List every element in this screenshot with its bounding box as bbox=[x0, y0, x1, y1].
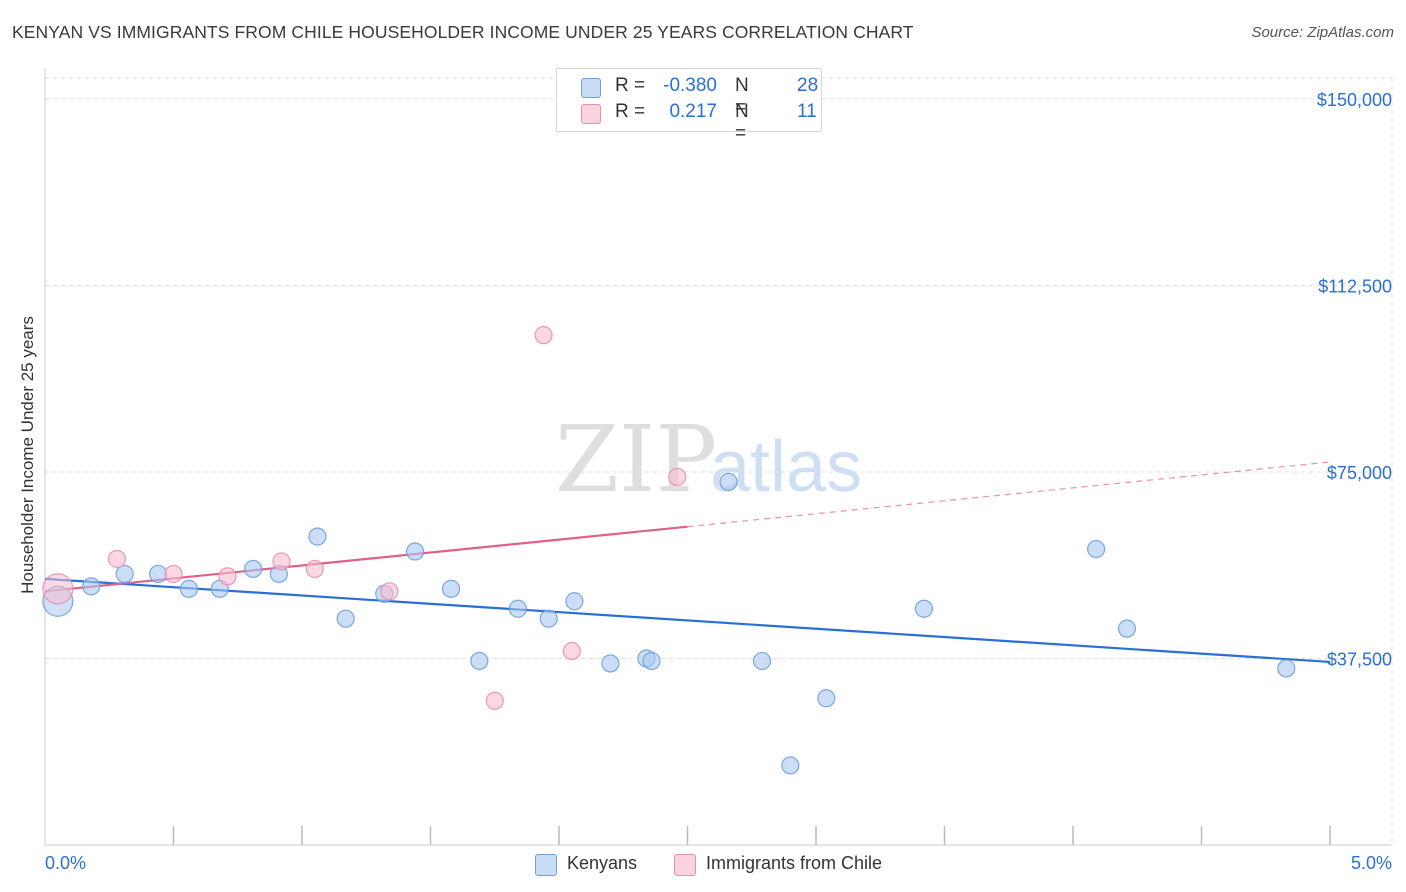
y-tick-label: $150,000 bbox=[1317, 90, 1392, 110]
point-kenyans bbox=[470, 651, 489, 671]
point-kenyans bbox=[148, 564, 168, 584]
point-kenyans bbox=[817, 689, 836, 708]
point-kenyans bbox=[336, 609, 355, 628]
point-chile bbox=[668, 467, 687, 487]
point-chile bbox=[42, 573, 74, 605]
legend-label-chile: Immigrants from Chile bbox=[706, 853, 883, 873]
point-kenyans bbox=[1117, 619, 1137, 638]
watermark-zip: ZIP bbox=[555, 406, 717, 513]
point-kenyans bbox=[179, 579, 199, 598]
legend-label-kenyans: Kenyans bbox=[567, 853, 638, 873]
x-tick-label: 5.0% bbox=[1351, 853, 1392, 873]
legend-swatch-chile bbox=[581, 104, 601, 124]
point-chile bbox=[107, 549, 127, 569]
watermark: ZIP atlas bbox=[555, 406, 862, 513]
legend-r-label: R = bbox=[615, 75, 646, 96]
legend-swatch-kenyans bbox=[581, 78, 601, 98]
point-kenyans bbox=[539, 609, 558, 628]
trend-line-1 bbox=[44, 525, 688, 593]
legend-swatch-chile bbox=[674, 854, 696, 876]
point-kenyans bbox=[752, 651, 772, 671]
point-chile bbox=[534, 326, 553, 345]
point-kenyans bbox=[405, 542, 425, 561]
point-kenyans bbox=[244, 559, 263, 579]
trend-line-0 bbox=[44, 577, 1331, 664]
point-chile bbox=[305, 559, 324, 579]
tick-labels: $150,000 $112,500 $75,000 $37,500 0.0% 5.0% bbox=[45, 90, 1392, 873]
point-kenyans bbox=[565, 592, 584, 611]
legend-r-value: -0.380 bbox=[663, 75, 717, 96]
point-kenyans bbox=[914, 599, 934, 618]
point-kenyans bbox=[601, 654, 620, 673]
axes bbox=[44, 68, 1393, 846]
source-note: Source: ZipAtlas.com bbox=[1251, 24, 1394, 41]
y-tick-label: $75,000 bbox=[1327, 463, 1392, 483]
point-chile bbox=[164, 564, 183, 584]
point-kenyans bbox=[781, 756, 800, 775]
legend-r-value: 0.217 bbox=[669, 101, 717, 122]
x-tick-label: 0.0% bbox=[45, 853, 86, 873]
point-chile bbox=[562, 641, 581, 661]
point-chile bbox=[485, 691, 504, 710]
point-kenyans bbox=[82, 577, 101, 596]
point-kenyans bbox=[1087, 539, 1106, 559]
point-kenyans bbox=[441, 579, 461, 598]
legend-n-label: N = bbox=[735, 75, 749, 118]
correlation-legend: R = -0.380 N = 28 R = 0.217 N = 11 bbox=[556, 68, 822, 144]
data-points bbox=[42, 326, 1296, 775]
point-chile bbox=[272, 552, 291, 571]
point-chile bbox=[218, 567, 237, 586]
legend-swatch-kenyans bbox=[535, 854, 557, 876]
legend-r-label: R = bbox=[615, 101, 646, 122]
legend-n-value: 28 bbox=[797, 75, 819, 96]
watermark-atlas: atlas bbox=[710, 427, 862, 507]
point-kenyans bbox=[115, 564, 134, 584]
point-kenyans bbox=[719, 472, 738, 491]
legend-n-value: 11 bbox=[797, 101, 817, 122]
point-kenyans bbox=[642, 651, 661, 671]
chart-title: KENYAN VS IMMIGRANTS FROM CHILE HOUSEHOL… bbox=[12, 22, 914, 42]
point-kenyans bbox=[1277, 659, 1296, 678]
point-chile bbox=[380, 582, 399, 601]
point-kenyans bbox=[308, 527, 327, 546]
trend-line-extension-1 bbox=[687, 461, 1331, 528]
point-kenyans bbox=[508, 599, 527, 618]
y-tick-label: $112,500 bbox=[1318, 276, 1392, 296]
legend-n-label: N = bbox=[735, 101, 749, 144]
series-legend: Kenyans Immigrants from Chile bbox=[0, 852, 1406, 878]
y-tick-label: $37,500 bbox=[1327, 649, 1392, 669]
